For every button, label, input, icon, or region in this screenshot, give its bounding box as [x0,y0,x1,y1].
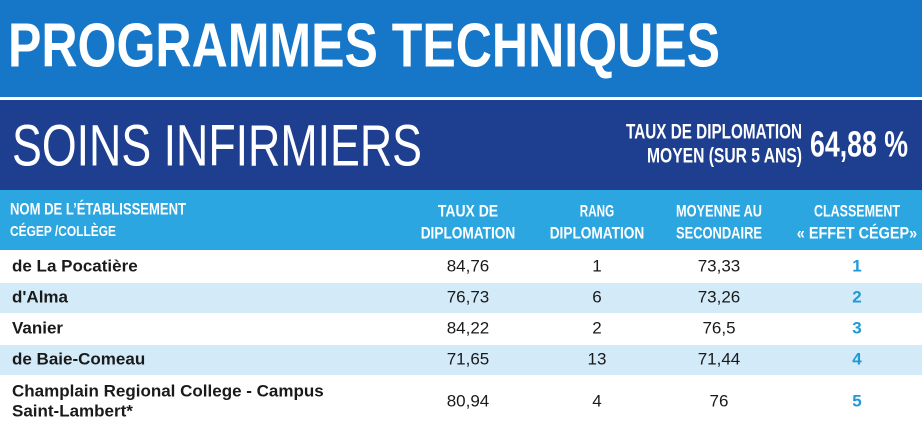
page-title: PROGRAMMES TECHNIQUES [8,11,720,80]
column-header: « EFFET CÉGEP» [797,223,917,242]
program-band [0,100,922,190]
cell-value: 84,76 [447,256,490,275]
column-header: CLASSEMENT [814,201,900,220]
ranking-value: 1 [852,256,861,275]
average-label: MOYEN (SUR 5 ANS) [647,145,802,168]
institution-name: Vanier [12,318,63,337]
institution-name: de Baie-Comeau [12,349,145,368]
cell-value: 73,33 [698,256,741,275]
institution-name: Saint-Lambert* [12,401,133,420]
column-header: CÉGEP /COLLÈGE [10,223,116,240]
cell-value: 13 [588,349,607,368]
average-value: 64,88 % [810,124,908,165]
cell-value: 76 [710,391,729,410]
table-row [0,283,922,313]
institution-name: d'Alma [12,287,69,306]
cell-value: 71,44 [698,349,741,368]
cell-value: 71,65 [447,349,490,368]
title-band [0,0,922,97]
cell-value: 1 [592,256,601,275]
column-header: MOYENNE AU [676,201,762,220]
column-header: DIPLOMATION [421,223,516,242]
column-header: NOM DE L’ÉTABLISSEMENT [10,199,186,218]
column-header: SECONDAIRE [676,223,762,242]
institution-name: Champlain Regional College - Campus [12,381,324,400]
table-row [0,376,922,428]
table-header-band [0,190,922,250]
average-label: TAUX DE DIPLOMATION [626,121,802,144]
institution-name: de La Pocatière [12,256,138,275]
program-name: SOINS INFIRMIERS [12,113,422,178]
cell-value: 4 [592,391,601,410]
cell-value: 6 [592,287,601,306]
ranking-value: 2 [852,287,861,306]
cell-value: 73,26 [698,287,741,306]
cell-value: 76,5 [702,318,735,337]
cell-value: 84,22 [447,318,490,337]
column-header: RANG [580,201,614,220]
table-row [0,252,922,282]
ranking-value: 4 [852,349,862,368]
column-header: TAUX DE [438,201,498,220]
cell-value: 76,73 [447,287,490,306]
cell-value: 2 [592,318,601,337]
ranking-value: 5 [852,391,861,410]
table-row [0,345,922,375]
cell-value: 80,94 [447,391,490,410]
ranking-value: 3 [852,318,861,337]
table-row [0,314,922,344]
column-header: DIPLOMATION [550,223,645,242]
